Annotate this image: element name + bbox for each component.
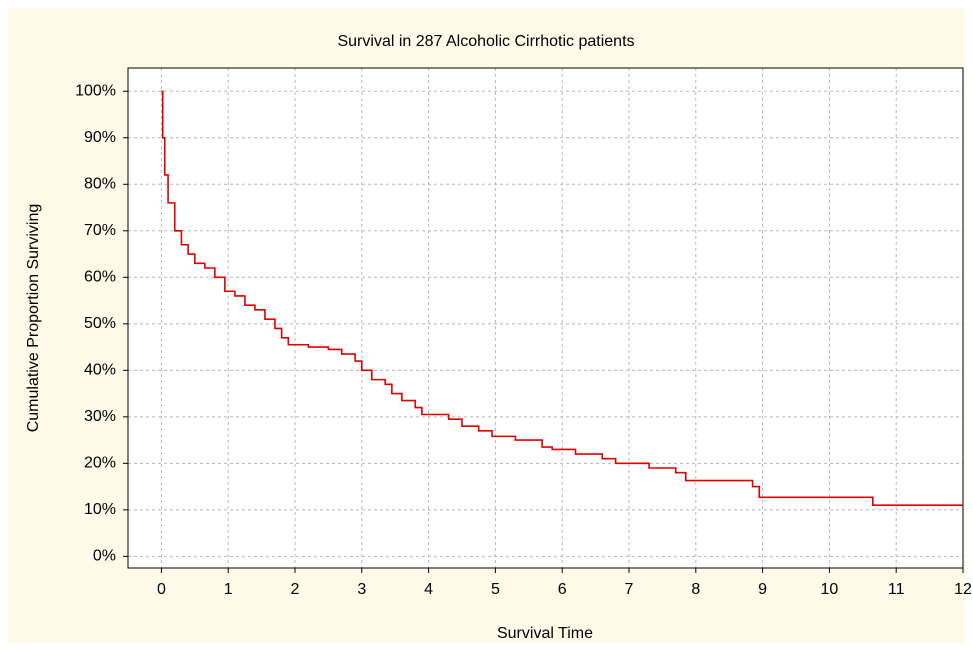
y-tick-label: 60% xyxy=(84,269,116,286)
y-tick-label: 40% xyxy=(84,362,116,379)
x-tick-label: 9 xyxy=(758,581,767,598)
y-tick-label: 100% xyxy=(75,82,116,99)
x-tick-label: 11 xyxy=(888,581,905,598)
plot-background xyxy=(128,68,963,568)
y-tick-label: 70% xyxy=(84,222,116,239)
chart-title: Survival in 287 Alcoholic Cirrhotic pati… xyxy=(337,33,634,50)
x-tick-label: 7 xyxy=(625,581,634,598)
y-axis-label: Cumulative Proportion Surviving xyxy=(25,204,42,433)
x-axis-label: Survival Time xyxy=(497,625,593,642)
y-tick-label: 10% xyxy=(84,501,116,518)
y-tick-label: 50% xyxy=(84,315,116,332)
x-tick-label: 2 xyxy=(291,581,300,598)
y-tick-label: 90% xyxy=(84,129,116,146)
x-tick-label: 6 xyxy=(558,581,567,598)
y-tick-label: 20% xyxy=(84,455,116,472)
x-tick-label: 0 xyxy=(157,581,166,598)
x-tick-label: 8 xyxy=(691,581,700,598)
x-tick-label: 12 xyxy=(954,581,972,598)
y-tick-label: 30% xyxy=(84,408,116,425)
y-tick-label: 80% xyxy=(84,175,116,192)
x-tick-label: 1 xyxy=(224,581,233,598)
x-tick-label: 4 xyxy=(424,581,433,598)
x-tick-label: 10 xyxy=(821,581,839,598)
x-tick-label: 5 xyxy=(491,581,500,598)
plot-frame xyxy=(127,67,964,569)
x-tick-label: 3 xyxy=(357,581,366,598)
y-tick-label: 0% xyxy=(93,548,116,565)
survival-line xyxy=(161,90,963,507)
